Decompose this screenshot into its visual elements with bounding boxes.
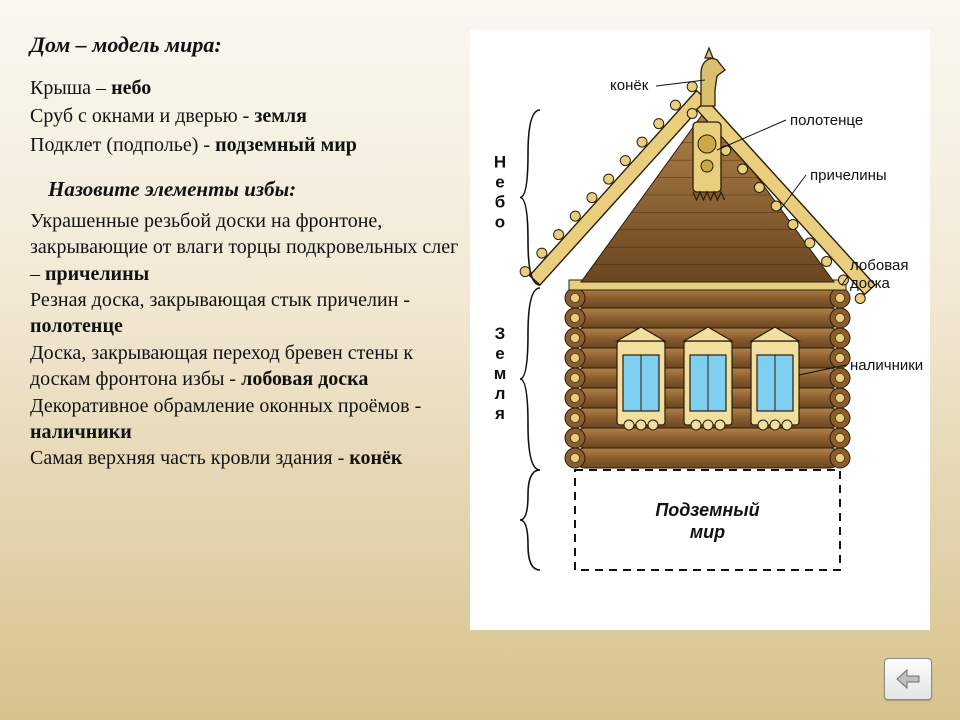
p-konek: Самая верхняя часть кровли здания - конё… <box>30 445 460 471</box>
subtitle: Назовите элементы избы: <box>48 176 460 204</box>
svg-text:наличники: наличники <box>850 357 923 374</box>
house-diagram-svg: НебоЗемляПодземныймирконёкполотенцеприче… <box>470 30 930 630</box>
a-log: земля <box>254 105 307 127</box>
svg-text:конёк: конёк <box>610 77 649 94</box>
a-roof: небо <box>111 77 151 99</box>
q-cellar: Подклет (подполье) - <box>30 134 210 156</box>
svg-text:я: я <box>494 404 505 423</box>
p-polotentse: Резная доска, закрывающая стык причелин … <box>30 287 460 340</box>
p-lobovaya: Доска, закрывающая переход бревен стены … <box>30 340 460 393</box>
svg-text:Подземный: Подземный <box>655 500 759 520</box>
text-column: Дом – модель мира: Крыша – небо Сруб с о… <box>30 30 460 472</box>
a-lobovaya: лобовая доска <box>241 368 368 390</box>
svg-text:е: е <box>495 173 504 192</box>
svg-text:Н: Н <box>494 153 506 172</box>
house-diagram-panel: НебоЗемляПодземныймирконёкполотенцеприче… <box>470 30 930 630</box>
svg-text:о: о <box>495 213 505 232</box>
back-arrow-icon <box>895 668 921 690</box>
svg-text:м: м <box>494 364 507 383</box>
a-polotentse: полотенце <box>30 315 123 337</box>
svg-text:е: е <box>495 344 504 363</box>
q-roof: Крыша – <box>30 77 106 99</box>
q-konek: Самая верхняя часть кровли здания - <box>30 447 344 469</box>
a-konek: конёк <box>349 447 402 469</box>
svg-text:лобовая: лобовая <box>850 257 908 274</box>
a-nalichniki: наличники <box>30 421 132 443</box>
p-nalichniki: Декоративное обрамление оконных проёмов … <box>30 393 460 446</box>
svg-text:б: б <box>495 193 506 212</box>
svg-text:З: З <box>495 324 506 343</box>
svg-text:доска: доска <box>850 275 890 292</box>
q-nalichniki: Декоративное обрамление оконных проёмов … <box>30 395 421 417</box>
q-log: Сруб с окнами и дверью - <box>30 105 249 127</box>
line-roof: Крыша – небо <box>30 75 460 101</box>
back-button[interactable] <box>884 658 932 700</box>
a-pricheliny: причелины <box>45 263 149 285</box>
svg-text:мир: мир <box>690 522 725 542</box>
line-log: Сруб с окнами и дверью - земля <box>30 103 460 129</box>
line-cellar: Подклет (подполье) - подземный мир <box>30 132 460 158</box>
svg-text:полотенце: полотенце <box>790 112 863 129</box>
p-pricheliny: Украшенные резьбой доски на фронтоне, за… <box>30 208 460 287</box>
svg-text:л: л <box>495 384 506 403</box>
svg-text:причелины: причелины <box>810 167 887 184</box>
q-polotentse: Резная доска, закрывающая стык причелин … <box>30 289 410 311</box>
main-title: Дом – модель мира: <box>30 30 460 59</box>
a-cellar: подземный мир <box>215 134 357 156</box>
